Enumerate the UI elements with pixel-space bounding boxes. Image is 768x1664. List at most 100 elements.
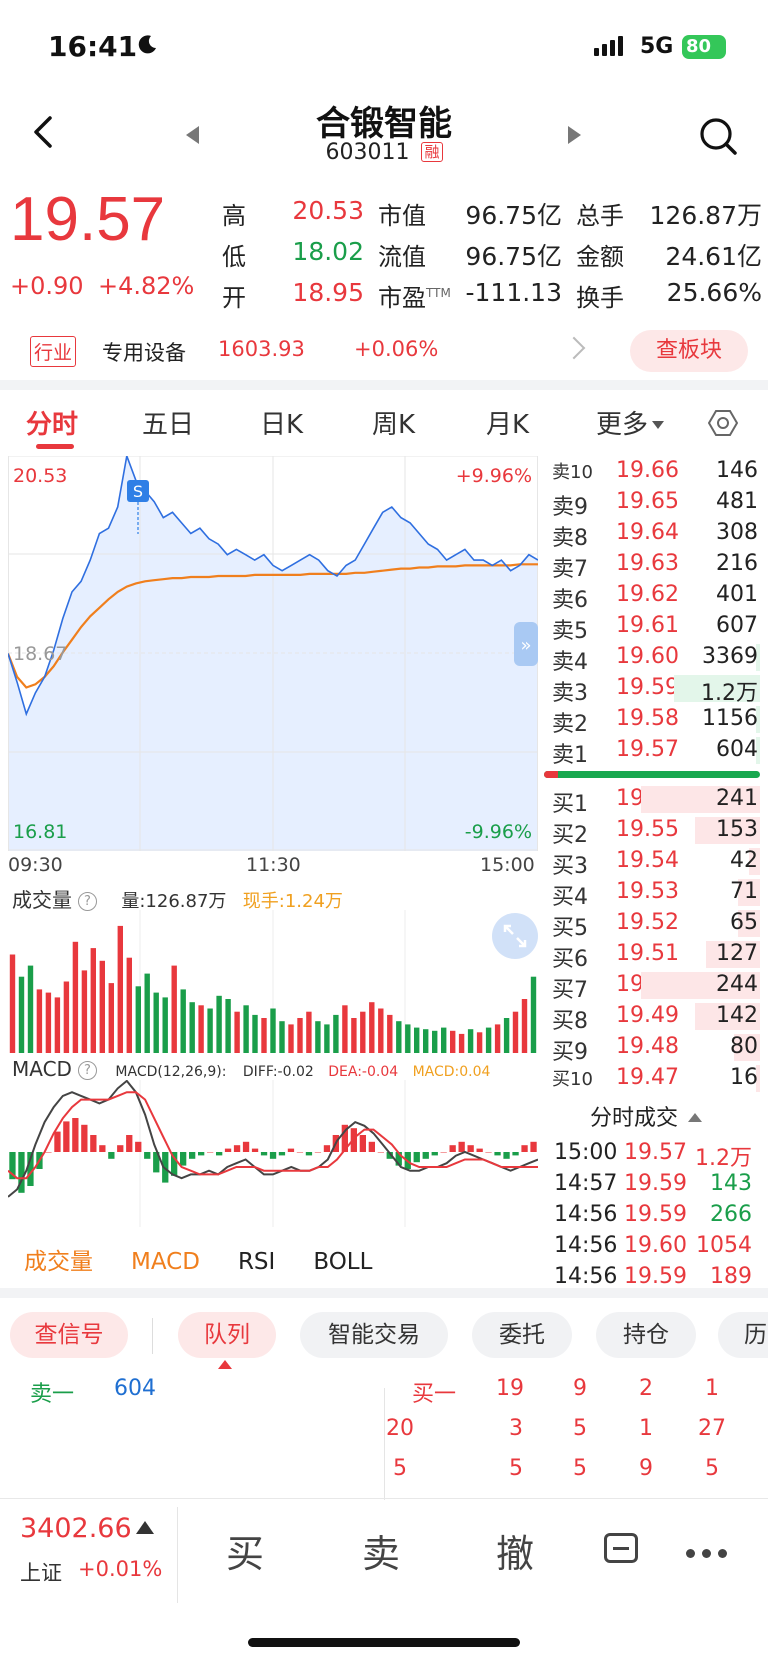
queue-tab[interactable]: 队列 [178,1312,276,1358]
bid-level-label: 买10 [552,1069,593,1090]
positions-tab[interactable]: 持仓 [596,1312,696,1358]
indicator-rsi[interactable]: RSI [237,1249,276,1275]
trade-price: 19.57 [624,1140,687,1165]
signal-marker[interactable]: S [127,480,149,534]
bid-level-7[interactable]: 买719.50244 [544,970,760,1003]
indicator-volume[interactable]: 成交量 [24,1249,93,1275]
orders-tab[interactable]: 委托 [472,1312,572,1358]
ask-level-volume: 1.2万 [701,681,758,706]
queue-order-size: 19 [496,1376,524,1401]
buy-button[interactable]: 买 [226,1532,265,1576]
ask-level-7[interactable]: 卖4 19.60 3369 [544,642,760,675]
last-price: 19.57 [10,185,166,254]
time-label-noon: 11:30 [246,854,301,876]
volume-current: 现手:1.24万 [242,891,343,912]
caret-down-icon [652,421,665,429]
tab-intraday[interactable]: 分时 [26,410,79,440]
axis-low-label: 16.81 [13,821,67,843]
index-change: +0.01% [78,1557,163,1581]
macd-bar [144,1152,151,1159]
help-icon[interactable]: ? [77,1061,97,1080]
volume-header: 成交量? 量:126.87万 现手:1.24万 [12,884,343,913]
fullscreen-icon[interactable] [492,913,538,959]
history-tab[interactable]: 历 [718,1312,768,1358]
volume-bar [414,1027,420,1053]
axis-mid-label: 18.67 [13,643,67,665]
check-signal-button[interactable]: 查信号 [10,1312,128,1358]
bid-level-label: 买2 [552,823,588,848]
volume-bar [189,1002,195,1053]
tab-daily-k[interactable]: 日K [260,410,304,440]
volume-bar [252,1014,258,1053]
macd-title: MACD [12,1057,72,1081]
low-value: 18.02 [292,237,364,266]
next-stock-icon[interactable] [568,126,581,144]
bid-level-depth-bar [695,1003,760,1030]
ask-level-2[interactable]: 卖9 19.65 481 [544,487,760,520]
tab-five-day[interactable]: 五日 [142,410,195,440]
ask-level-3[interactable]: 卖8 19.64 308 [544,518,760,551]
bid-level-6[interactable]: 买6 19.51 127 [544,939,760,972]
bid-level-depth-bar [749,848,760,875]
industry-bar[interactable]: 行业 专用设备 1603.93 +0.06% 查板块 [0,322,768,382]
trade-price: 19.60 [624,1233,687,1258]
macd-chart[interactable] [8,1080,538,1227]
bid-level-3[interactable]: 买3 19.54 42 [544,846,760,879]
collapse-icon[interactable] [604,1533,638,1563]
volume-bar [198,1005,204,1053]
expand-panel-icon[interactable]: » [514,622,538,666]
trades-header[interactable]: 分时成交 [590,1100,703,1132]
bid-level-8[interactable]: 买8 19.49 142 [544,1001,760,1034]
bid-level-volume: 142 [716,1003,758,1028]
trade-row: 14:56 19.59 189 [554,1264,764,1288]
back-arrow-icon[interactable] [26,112,66,152]
bid-level-10[interactable]: 买10 19.47 16 [544,1063,760,1094]
settings-icon[interactable] [708,408,738,438]
tab-more-label: 更多 [596,410,649,440]
ask-level-8[interactable]: 卖3 19.59 1.2万 [544,673,760,706]
macd-bar [449,1145,456,1152]
smart-trade-tab[interactable]: 智能交易 [300,1312,448,1358]
bid-level-2[interactable]: 买2 19.55 153 [544,815,760,848]
ask-level-9[interactable]: 卖2 19.58 1156 [544,704,760,737]
indicator-tabs: 成交量 MACD RSI BOLL [24,1242,410,1276]
industry-tag: 行业 [30,336,77,367]
sell-button[interactable]: 卖 [362,1532,401,1576]
divider [0,1288,768,1298]
volume-bar [351,1018,357,1053]
divider [384,1388,385,1500]
tab-monthly-k[interactable]: 月K [486,410,530,440]
search-icon[interactable] [698,116,738,156]
ask-level-10[interactable]: 卖1 19.57 604 [544,735,760,768]
macd-bar [99,1145,106,1152]
tab-more[interactable]: 更多 [596,404,665,441]
ask-level-price: 19.63 [616,551,679,576]
axis-down-pct: -9.96% [465,821,532,843]
indicator-macd[interactable]: MACD [131,1249,200,1275]
indicator-boll[interactable]: BOLL [313,1249,373,1275]
volume-chart[interactable] [8,910,538,1053]
macd-bar [413,1152,420,1163]
volume-bar [315,1021,321,1053]
volume-bar [405,1024,411,1053]
tab-weekly-k[interactable]: 周K [372,410,416,440]
volume-bar [396,1021,402,1053]
ask-level-5[interactable]: 卖6 19.62 401 [544,580,760,613]
bid-level-5[interactable]: 买5 19.52 65 [544,908,760,941]
ask-level-6[interactable]: 卖5 19.61 607 [544,611,760,644]
bid-level-label: 买1 [552,792,588,817]
ask-level-1[interactable]: 卖10 19.66 146 [544,456,760,487]
bid-level-4[interactable]: 买4 19.53 71 [544,877,760,910]
bid-level-1[interactable]: 买119.56241 [544,784,760,817]
more-icon[interactable] [686,1543,734,1562]
ask-level-4[interactable]: 卖7 19.63 216 [544,549,760,582]
view-sector-button[interactable]: 查板块 [630,330,748,372]
cancel-order-button[interactable]: 撤 [496,1532,535,1576]
macd-bar [287,1148,295,1152]
macd-bar [233,1145,241,1152]
intraday-chart[interactable]: 20.53 18.67 16.81 +9.96% -9.96% S » [8,456,538,851]
prev-stock-icon[interactable] [186,126,199,144]
bid-level-9[interactable]: 买9 19.48 80 [544,1032,760,1065]
queue-order-size: 5 [705,1456,719,1481]
help-icon[interactable]: ? [78,892,97,911]
